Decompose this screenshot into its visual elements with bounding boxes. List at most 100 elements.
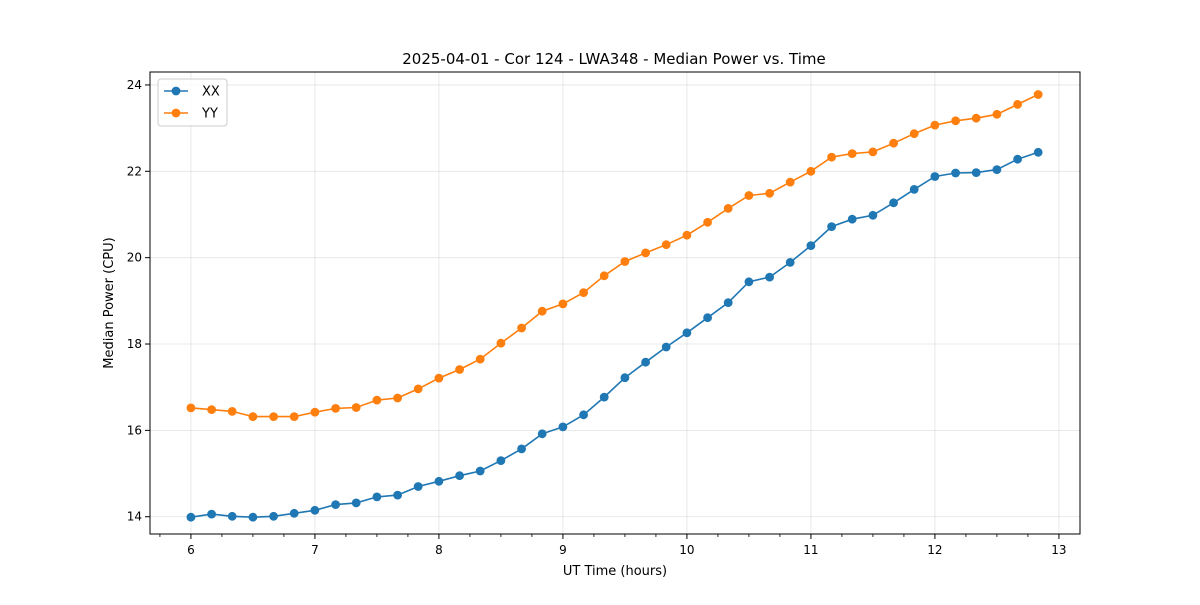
- data-point-xx: [909, 185, 919, 194]
- data-point-yy: [889, 138, 898, 148]
- data-point-yy: [310, 407, 320, 417]
- data-point-yy: [744, 191, 754, 200]
- data-point-yy: [723, 204, 733, 213]
- data-point-xx: [682, 328, 692, 338]
- data-point-xx: [517, 444, 526, 454]
- data-point-xx: [434, 476, 444, 486]
- data-point-yy: [207, 405, 217, 414]
- data-point-yy: [868, 147, 878, 157]
- data-point-xx: [413, 482, 423, 491]
- data-point-xx: [227, 511, 237, 521]
- data-point-yy: [227, 407, 237, 416]
- data-point-yy: [661, 240, 671, 250]
- data-point-xx: [207, 509, 217, 519]
- data-point-yy: [827, 152, 836, 162]
- data-point-xx: [269, 511, 278, 521]
- data-point-xx: [475, 466, 485, 476]
- data-point-xx: [847, 214, 857, 224]
- data-point-yy: [951, 116, 960, 126]
- plot-series: [186, 90, 1043, 522]
- data-point-yy: [496, 338, 506, 348]
- legend: XX YY: [157, 78, 228, 127]
- data-point-xx: [889, 198, 898, 208]
- data-point-yy: [1013, 100, 1022, 109]
- x-tick-label: 11: [803, 543, 818, 557]
- data-point-yy: [971, 113, 981, 123]
- data-point-xx: [289, 508, 299, 518]
- chart-title: 2025-04-01 - Cor 124 - LWA348 - Median P…: [402, 50, 826, 68]
- data-point-xx: [620, 373, 630, 383]
- x-tick-label: 9: [559, 543, 567, 557]
- data-point-xx: [1033, 147, 1043, 157]
- data-point-yy: [682, 230, 692, 240]
- x-tick-label: 12: [927, 543, 942, 557]
- data-point-yy: [434, 373, 444, 383]
- data-point-xx: [827, 222, 836, 232]
- data-point-xx: [744, 277, 754, 287]
- data-point-yy: [1033, 90, 1043, 99]
- data-point-yy: [930, 120, 940, 130]
- y-tick-label: 22: [127, 164, 142, 178]
- data-point-yy: [517, 323, 526, 333]
- axis-ticks: 6 7 8 9 10 11 12 13 14 16 18 20 22 24: [127, 78, 1067, 557]
- data-point-xx: [186, 512, 196, 522]
- legend-marker-yy: [171, 108, 181, 118]
- y-tick-label: 20: [127, 251, 142, 265]
- data-point-yy: [455, 365, 464, 374]
- data-point-xx: [372, 492, 382, 502]
- data-point-xx: [992, 165, 1002, 175]
- x-tick-label: 6: [187, 543, 195, 557]
- data-point-yy: [579, 288, 588, 297]
- data-point-xx: [599, 392, 609, 402]
- data-point-yy: [599, 271, 609, 281]
- data-point-yy: [475, 354, 485, 364]
- y-tick-label: 18: [127, 337, 142, 351]
- x-tick-label: 7: [311, 543, 319, 557]
- data-point-yy: [393, 393, 402, 403]
- data-point-yy: [806, 166, 816, 176]
- data-point-yy: [372, 395, 382, 405]
- data-point-xx: [248, 512, 258, 522]
- data-point-yy: [620, 257, 630, 266]
- y-tick-label: 14: [127, 510, 142, 524]
- data-point-xx: [351, 498, 361, 508]
- data-point-yy: [248, 412, 258, 421]
- plot-frame: [149, 71, 1081, 535]
- data-point-xx: [393, 490, 402, 500]
- x-axis-label: UT Time (hours): [563, 564, 667, 579]
- data-point-xx: [661, 342, 671, 352]
- y-tick-label: 24: [127, 78, 142, 92]
- data-point-yy: [186, 403, 196, 413]
- data-point-xx: [930, 172, 940, 181]
- data-point-yy: [289, 412, 299, 421]
- data-point-xx: [310, 505, 320, 515]
- legend-label-yy: YY: [201, 107, 218, 122]
- data-point-xx: [641, 357, 650, 367]
- data-point-yy: [992, 109, 1002, 119]
- data-point-xx: [868, 210, 878, 220]
- data-point-xx: [723, 298, 733, 307]
- data-point-yy: [847, 149, 857, 159]
- legend-marker-xx: [171, 86, 181, 96]
- data-point-yy: [641, 248, 650, 258]
- data-point-yy: [413, 384, 423, 394]
- data-point-yy: [331, 404, 340, 413]
- data-point-yy: [909, 129, 919, 139]
- data-point-xx: [558, 422, 568, 432]
- x-tick-label: 8: [435, 543, 443, 557]
- data-point-xx: [951, 168, 960, 178]
- data-point-yy: [537, 306, 547, 316]
- data-point-xx: [765, 272, 774, 282]
- data-point-yy: [269, 412, 278, 421]
- y-tick-label: 16: [127, 423, 142, 437]
- data-point-yy: [765, 188, 774, 198]
- data-point-xx: [331, 500, 340, 509]
- data-point-xx: [496, 456, 506, 465]
- data-point-xx: [1013, 154, 1022, 164]
- data-point-yy: [785, 177, 795, 187]
- data-point-yy: [703, 217, 712, 227]
- data-point-xx: [537, 429, 547, 439]
- x-tick-label: 13: [1051, 543, 1066, 557]
- data-point-xx: [579, 410, 588, 420]
